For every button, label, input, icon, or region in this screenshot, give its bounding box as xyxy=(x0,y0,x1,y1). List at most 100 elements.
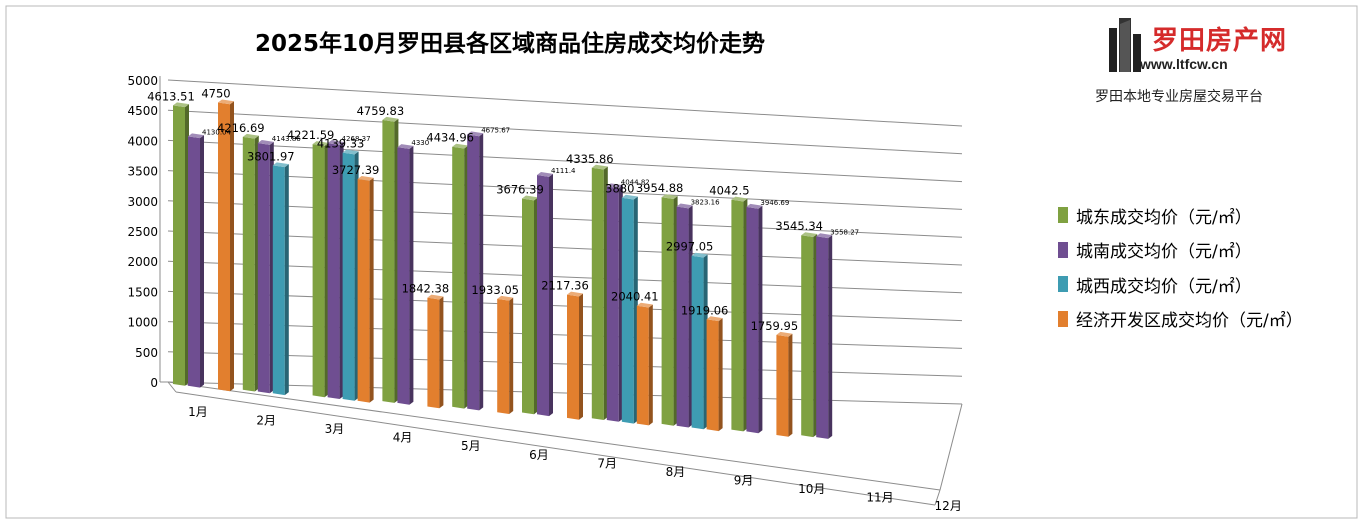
data-label: 4675.67 xyxy=(481,126,510,134)
data-label: 4335.86 xyxy=(566,152,614,166)
bar xyxy=(218,99,234,392)
bar xyxy=(537,172,553,417)
logo-url: www.ltfcw.cn xyxy=(1140,56,1228,72)
data-label: 4434.96 xyxy=(426,131,474,145)
logo: 罗田房产网 www.ltfcw.cn 罗田本地专业房屋交易平台 xyxy=(1095,14,1305,106)
bar xyxy=(746,203,763,434)
bar xyxy=(257,140,274,394)
data-label: 3823.16 xyxy=(691,199,720,207)
y-tick-label: 2500 xyxy=(127,225,158,239)
y-tick-label: 2000 xyxy=(127,255,158,269)
bar xyxy=(427,294,444,409)
legend-label: 城南成交均价（元/㎡） xyxy=(1076,242,1252,263)
bars xyxy=(173,99,833,439)
x-axis: 1月 2月 3月 4月 5月 6月 7月 8月 9月 10月 11月 12月 xyxy=(188,405,962,513)
legend-item-west: 城西成交均价（元/㎡） xyxy=(1058,267,1303,302)
data-label: 1933.05 xyxy=(471,283,519,297)
gridline xyxy=(167,200,963,238)
bar xyxy=(173,102,189,386)
bar xyxy=(591,164,608,420)
chart-title: 2025年10月罗田县各区域商品住房成交均价走势 xyxy=(255,31,766,57)
data-label: 1842.38 xyxy=(402,282,450,296)
y-tick-label: 1000 xyxy=(127,316,158,330)
bar xyxy=(467,131,484,411)
bar xyxy=(621,194,638,424)
legend-swatch xyxy=(1058,207,1068,224)
gridline xyxy=(167,170,963,210)
y-tick-label: 4000 xyxy=(127,134,158,148)
y-tick-label: 5000 xyxy=(127,74,158,88)
bar xyxy=(242,133,259,392)
bar xyxy=(312,141,329,398)
bar xyxy=(497,295,514,414)
data-label: 4750 xyxy=(201,87,230,101)
legend-item-devzone: 经济开发区成交均价（元/㎡） xyxy=(1058,302,1303,337)
legend-label: 经济开发区成交均价（元/㎡） xyxy=(1076,311,1303,332)
data-label: 4130.04 xyxy=(202,128,231,136)
bar xyxy=(188,133,204,388)
legend: 城东成交均价（元/㎡） 城南成交均价（元/㎡） 城西成交均价（元/㎡） 经济开发… xyxy=(1058,198,1303,336)
bar xyxy=(357,175,374,403)
x-tick-label: 6月 xyxy=(529,448,549,462)
x-tick-label: 3月 xyxy=(325,422,345,436)
data-label: 3676.39 xyxy=(496,183,544,197)
data-label: 3880 xyxy=(605,182,634,196)
data-label: 4613.51 xyxy=(147,89,195,103)
bar xyxy=(706,316,723,432)
y-axis: 0 500 1000 1500 2000 2500 3000 3500 4000 4500 5000 xyxy=(127,74,158,390)
x-tick-label: 2月 xyxy=(256,414,276,428)
data-label: 2997.05 xyxy=(666,240,714,254)
bar xyxy=(342,149,359,401)
data-label: 4759.83 xyxy=(357,104,405,118)
logo-slogan: 罗田本地专业房屋交易平台 xyxy=(1095,89,1263,105)
legend-item-east: 城东成交均价（元/㎡） xyxy=(1058,198,1303,233)
legend-item-south: 城南成交均价（元/㎡） xyxy=(1058,233,1303,268)
data-label: 3727.39 xyxy=(332,163,380,177)
data-label: 4111.4 xyxy=(551,167,576,175)
data-label: 3801.97 xyxy=(247,149,295,163)
bar xyxy=(567,291,583,420)
x-tick-label: 7月 xyxy=(597,456,617,470)
gridline xyxy=(167,109,963,155)
data-label: 4268.37 xyxy=(342,135,371,143)
bar xyxy=(272,162,289,396)
floor-edge xyxy=(175,391,936,506)
y-tick-label: 500 xyxy=(135,346,158,360)
legend-swatch xyxy=(1058,241,1068,258)
data-label: 4044.82 xyxy=(621,178,650,186)
data-label: 3558.27 xyxy=(830,228,859,236)
y-tick-label: 3000 xyxy=(127,195,158,209)
legend-label: 城东成交均价（元/㎡） xyxy=(1076,207,1252,228)
x-tick-label: 8月 xyxy=(666,465,686,479)
x-tick-label: 4月 xyxy=(393,431,413,445)
data-label: 4143.86 xyxy=(272,135,301,143)
floor-edge xyxy=(167,381,941,491)
data-label: 3946.69 xyxy=(760,199,789,207)
data-label: 1919.06 xyxy=(681,303,729,317)
x-tick-label: 12月 xyxy=(935,499,962,513)
gridline xyxy=(167,139,963,183)
bar xyxy=(816,233,833,439)
x-tick-label: 10月 xyxy=(798,482,825,496)
data-label: 3545.34 xyxy=(775,219,823,233)
logo-name: 罗田房产网 xyxy=(1152,26,1288,56)
bar xyxy=(382,116,399,403)
bar xyxy=(731,196,748,432)
bar xyxy=(397,144,414,405)
y-tick-label: 3500 xyxy=(127,165,158,179)
bar xyxy=(776,331,793,437)
data-label: 4042.5 xyxy=(709,184,749,198)
x-tick-label: 5月 xyxy=(461,439,481,453)
legend-label: 城西成交均价（元/㎡） xyxy=(1076,276,1252,297)
legend-swatch xyxy=(1058,310,1068,327)
legend-swatch xyxy=(1058,276,1068,293)
bar xyxy=(691,252,708,430)
bar xyxy=(327,140,344,399)
bar xyxy=(522,195,538,415)
bar xyxy=(801,232,818,438)
gridline xyxy=(167,79,963,127)
y-tick-label: 0 xyxy=(150,376,158,390)
data-label: 4139.33 xyxy=(317,137,365,151)
